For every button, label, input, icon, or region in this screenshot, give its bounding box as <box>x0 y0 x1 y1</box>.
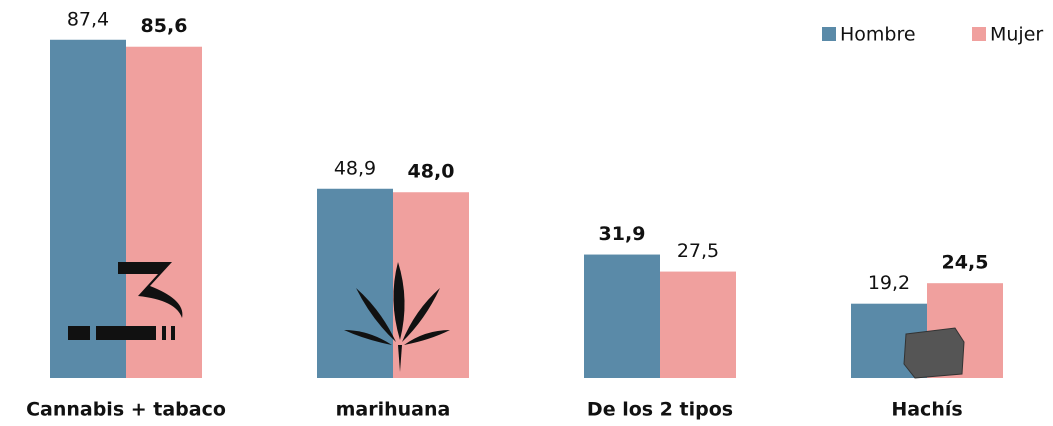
legend-label: Hombre <box>840 24 916 46</box>
value-label: 19,2 <box>868 272 910 294</box>
legend-swatch <box>972 27 986 41</box>
value-label: 48,0 <box>408 161 455 183</box>
leaf-icon <box>344 262 450 372</box>
bar <box>50 39 126 379</box>
value-label: 85,6 <box>141 15 188 37</box>
icons <box>68 262 965 379</box>
category-label: Cannabis + tabaco <box>26 399 226 421</box>
cigarette-icon <box>68 262 183 340</box>
bar <box>393 192 469 378</box>
legend: Hombre Mujer <box>822 24 1043 46</box>
hash-icon <box>903 327 965 379</box>
bar <box>584 254 660 378</box>
value-label: 27,5 <box>677 240 719 262</box>
value-label: 31,9 <box>599 223 646 245</box>
value-label: 48,9 <box>334 157 376 179</box>
bars: 87,4 85,6 48,9 48,0 31,9 27,5 19,2 24,5 <box>50 8 1003 379</box>
bar <box>126 46 202 379</box>
category-label: marihuana <box>336 399 451 421</box>
legend-label: Mujer <box>990 24 1043 46</box>
category-label: De los 2 tipos <box>587 399 733 421</box>
value-label: 87,4 <box>67 8 109 30</box>
category-label: Hachís <box>891 399 962 421</box>
value-label: 24,5 <box>942 252 989 274</box>
bar <box>660 271 736 378</box>
bar <box>317 188 393 378</box>
legend-swatch <box>822 27 836 41</box>
